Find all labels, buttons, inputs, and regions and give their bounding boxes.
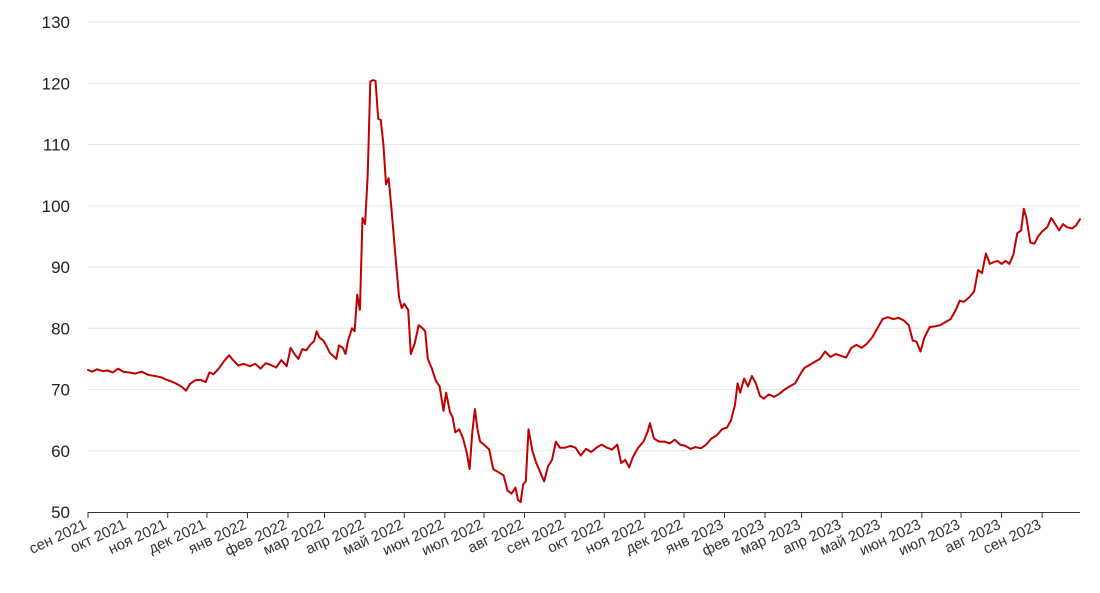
y-tick-label: 130 [42, 13, 70, 32]
y-tick-label: 100 [42, 197, 70, 216]
series [87, 79, 1081, 504]
y-axis: 50 60 70 80 90 100 110 120 130 [42, 13, 70, 522]
series-line [87, 79, 1081, 504]
y-tick-label: 60 [51, 442, 70, 461]
y-tick-label: 90 [51, 258, 70, 277]
y-tick-label: 120 [42, 74, 70, 93]
y-tick-label: 110 [43, 136, 70, 155]
y-tick-label: 80 [51, 319, 70, 338]
y-tick-label: 50 [51, 503, 70, 522]
y-tick-label: 70 [51, 381, 70, 400]
grid [88, 21, 1080, 452]
